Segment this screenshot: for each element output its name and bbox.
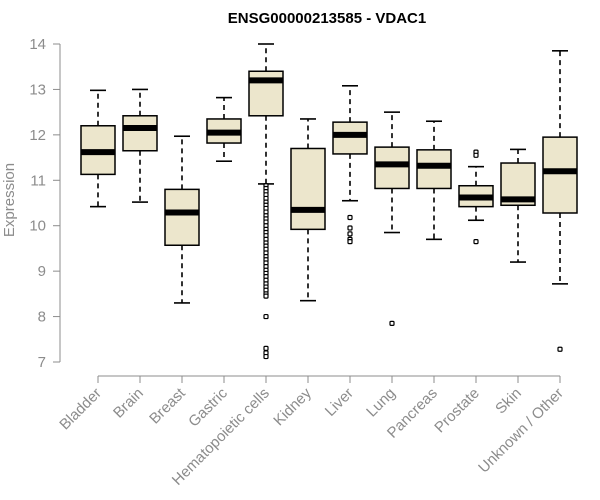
box-group bbox=[290, 118, 326, 302]
x-tick-label: Skin bbox=[492, 385, 525, 418]
outlier-point bbox=[263, 313, 269, 320]
outlier-point bbox=[347, 225, 353, 231]
outlier-point bbox=[347, 239, 353, 245]
box-iqr bbox=[164, 188, 200, 246]
x-tick-label: Kidney bbox=[270, 384, 315, 429]
y-tick-label: 8 bbox=[38, 309, 46, 326]
box-group bbox=[374, 111, 410, 326]
x-tick-label: Liver bbox=[322, 385, 357, 420]
box-series bbox=[80, 43, 578, 360]
x-tick-label: Prostate bbox=[431, 385, 483, 437]
box-iqr bbox=[290, 147, 326, 231]
outlier-point bbox=[263, 353, 269, 360]
box-group bbox=[164, 135, 200, 304]
x-tick-label: Lung bbox=[363, 385, 399, 421]
box-iqr bbox=[416, 149, 452, 190]
y-axis-label: Expression bbox=[1, 163, 18, 237]
y-tick-label: 13 bbox=[29, 81, 46, 98]
y-tick-label: 10 bbox=[29, 218, 46, 235]
x-tick-label: Brain bbox=[110, 385, 147, 422]
box-group bbox=[206, 96, 242, 163]
x-tick-label: Bladder bbox=[56, 385, 105, 434]
box-group bbox=[80, 89, 116, 208]
outlier-point bbox=[557, 346, 563, 352]
outlier-point bbox=[473, 152, 479, 158]
y-axis: 7 8 9 10 11 12 13 14 bbox=[29, 36, 61, 371]
box-group bbox=[332, 84, 368, 245]
box-group bbox=[458, 149, 494, 245]
box-group bbox=[122, 88, 158, 203]
y-tick-label: 9 bbox=[38, 263, 46, 280]
x-tick-label: Breast bbox=[146, 384, 189, 427]
box-group bbox=[416, 120, 452, 241]
outlier-point bbox=[347, 231, 353, 237]
y-tick-label: 12 bbox=[29, 127, 46, 144]
outlier-point bbox=[389, 320, 395, 326]
outlier-point bbox=[347, 214, 353, 221]
box-group bbox=[500, 148, 536, 263]
box-iqr bbox=[374, 146, 410, 190]
y-tick-label: 14 bbox=[29, 36, 46, 53]
box-group bbox=[542, 50, 578, 352]
chart-title: ENSG00000213585 - VDAC1 bbox=[228, 10, 426, 27]
box-iqr bbox=[332, 121, 368, 155]
box-group bbox=[248, 43, 284, 360]
outlier-point bbox=[263, 293, 269, 299]
y-tick-label: 11 bbox=[30, 172, 46, 189]
outlier-point bbox=[473, 239, 479, 245]
outlier-point bbox=[263, 345, 269, 351]
y-tick-label: 7 bbox=[38, 354, 46, 371]
box-iqr bbox=[542, 136, 578, 214]
box-iqr bbox=[122, 115, 158, 152]
